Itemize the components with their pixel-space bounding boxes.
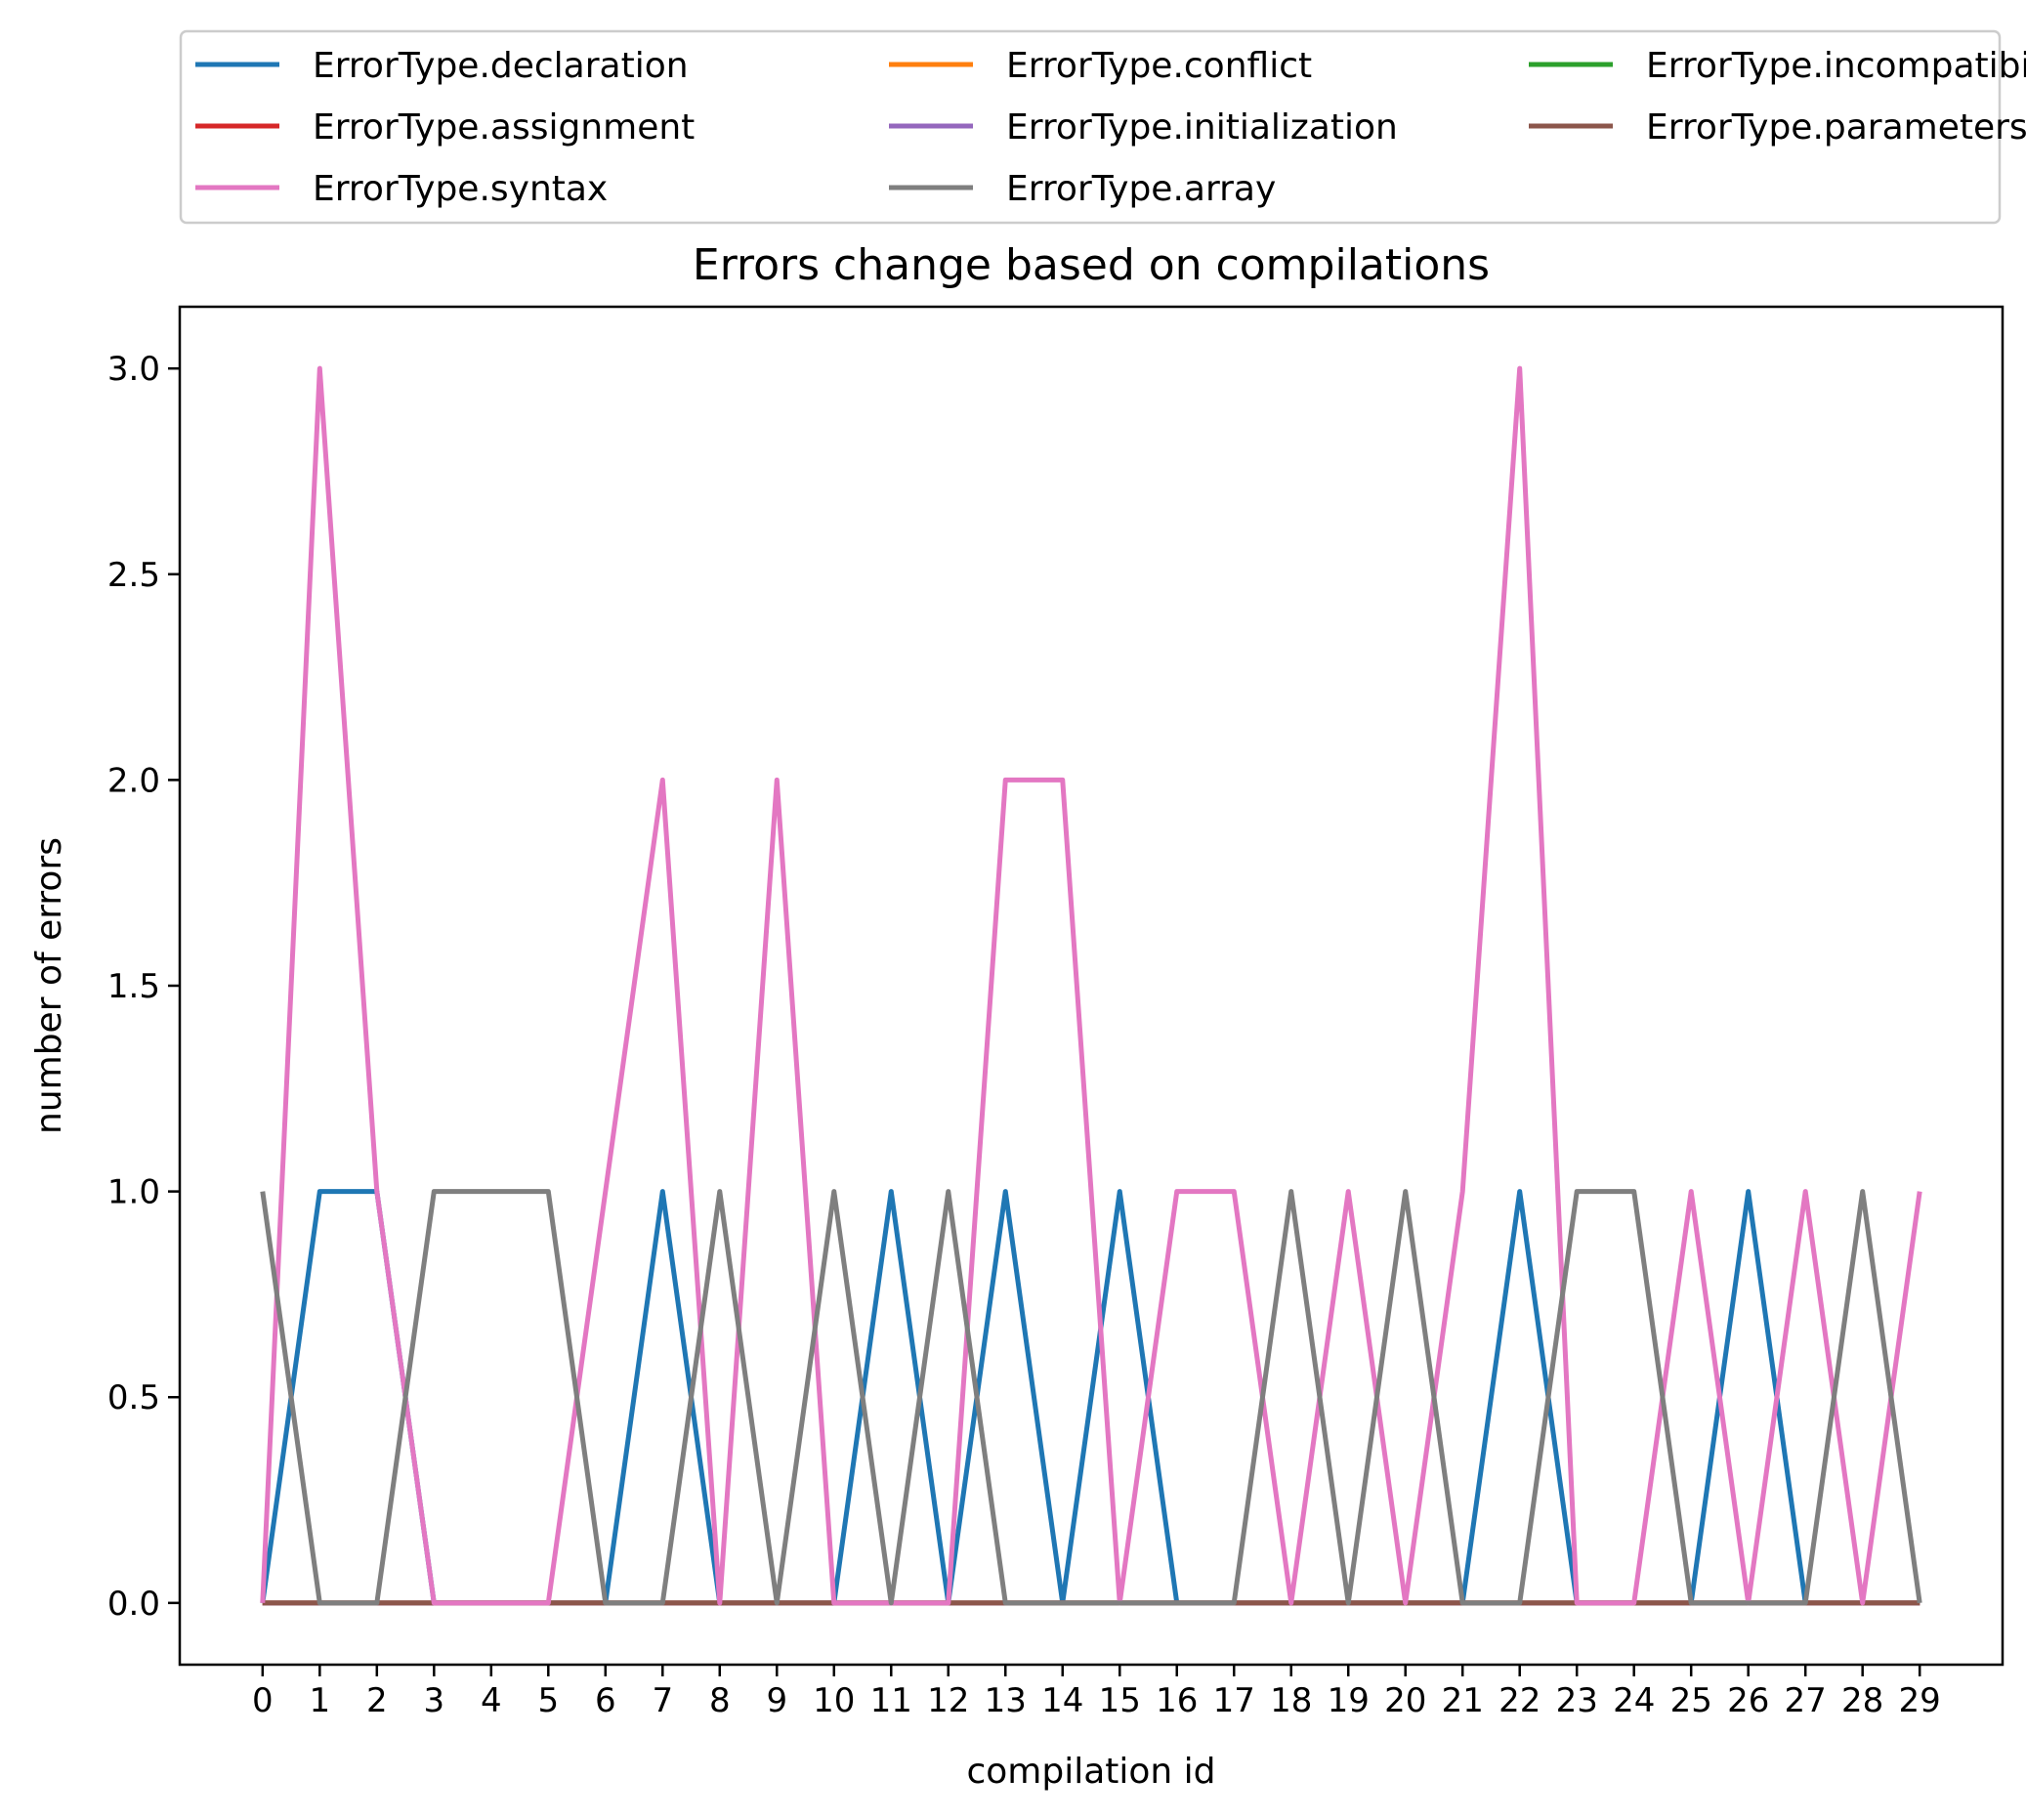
legend-label: ErrorType.conflict [1006,46,1312,86]
y-axis-label: number of errors [29,837,69,1134]
x-tick-label: 21 [1442,1681,1484,1720]
series-line-errortype-array [260,1189,1922,1606]
x-tick-label: 27 [1785,1681,1827,1720]
x-tick-label: 28 [1841,1681,1883,1720]
y-tick-label: 0.0 [107,1585,160,1624]
y-tick-label: 2.0 [107,761,160,800]
x-tick-label: 7 [652,1681,673,1720]
x-tick-label: 8 [709,1681,731,1720]
x-tick-label: 25 [1670,1681,1712,1720]
x-tick-label: 11 [870,1681,912,1720]
x-tick-label: 18 [1270,1681,1312,1720]
x-tick-label: 13 [985,1681,1027,1720]
x-tick-label: 0 [252,1681,274,1720]
x-tick-label: 15 [1099,1681,1141,1720]
y-tick-label: 3.0 [107,350,160,389]
legend-label: ErrorType.assignment [313,107,695,148]
x-tick-label: 3 [423,1681,444,1720]
legend: ErrorType.declaration ErrorType.assignmen… [179,29,2026,225]
x-tick-label: 19 [1328,1681,1370,1720]
x-axis-label: compilation id [966,1752,1215,1792]
x-tick-label: 2 [366,1681,388,1720]
legend-label: ErrorType.incompatibility [1646,46,2026,86]
x-tick-label: 29 [1899,1681,1941,1720]
x-tick-label: 5 [537,1681,559,1720]
x-tick-label: 9 [766,1681,787,1720]
x-tick-label: 4 [481,1681,502,1720]
legend-frame [179,29,2002,225]
y-tick-label: 2.5 [107,556,160,595]
legend-label: ErrorType.declaration [313,46,689,86]
y-tick-label: 0.5 [107,1378,160,1418]
x-tick-label: 17 [1213,1681,1255,1720]
legend-label: ErrorType.parameters [1646,107,2026,148]
legend-label: ErrorType.array [1006,169,1276,209]
x-tick-label: 12 [927,1681,969,1720]
x-tick-label: 16 [1156,1681,1198,1720]
x-tick-label: 10 [813,1681,855,1720]
x-tick-label: 22 [1498,1681,1541,1720]
y-tick-label: 1.0 [107,1173,160,1212]
x-tick-label: 1 [309,1681,330,1720]
legend-label: ErrorType.initialization [1006,107,1398,148]
series-line-errortype-syntax [260,365,1922,1606]
y-tick-label: 1.5 [107,967,160,1006]
x-axis: 0 1 2 3 4 5 6 7 8 9 10 11 12 13 14 15 16 17 18 19 20 21 22 23 24… [252,1665,1941,1720]
x-tick-label: 14 [1041,1681,1083,1720]
y-axis: 0.0 0.5 1.0 1.5 2.0 2.5 3.0 [107,350,180,1624]
x-tick-label: 6 [595,1681,616,1720]
series-layer [260,365,1922,1606]
x-tick-label: 26 [1727,1681,1769,1720]
x-tick-label: 23 [1556,1681,1598,1720]
x-tick-label: 20 [1384,1681,1426,1720]
legend-label: ErrorType.syntax [313,169,608,209]
chart-title: Errors change based on compilations [693,240,1490,290]
x-tick-label: 24 [1613,1681,1655,1720]
